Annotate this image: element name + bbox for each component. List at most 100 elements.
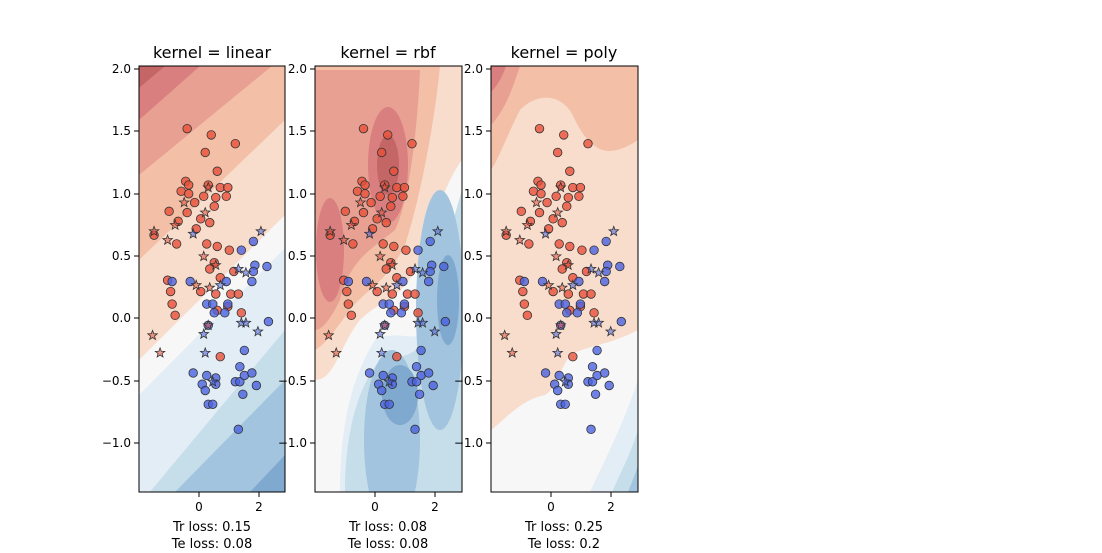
train-point-class-0 (534, 207, 545, 218)
test-point-class-0 (366, 279, 379, 291)
decision-surface-linear (139, 66, 285, 492)
test-point-class-1 (592, 316, 605, 328)
train-point-class-0 (565, 166, 575, 176)
train-point-class-1 (587, 362, 598, 372)
panel-title: kernel = rbf (340, 43, 436, 62)
test-point-class-1 (206, 375, 219, 387)
train-point-class-0 (182, 123, 192, 134)
axes-frame (314, 65, 463, 493)
train-point-class-0 (212, 241, 222, 252)
train-point-class-1 (560, 299, 570, 309)
train-point-class-1 (378, 370, 388, 381)
train-point-class-0 (167, 299, 177, 309)
train-point-class-0 (407, 138, 417, 149)
train-point-class-0 (199, 191, 209, 202)
x-axis-rbf: 0 2 (371, 492, 439, 514)
train-point-class-0 (536, 180, 546, 190)
train-point-class-0 (360, 189, 370, 199)
ytick-label: 0.0 (288, 311, 307, 325)
train-point-class-0 (183, 180, 194, 190)
test-point-class-0 (550, 250, 563, 262)
test-point-class-0 (203, 281, 216, 293)
test-loss-label: Te loss: 0.08 (347, 537, 428, 552)
train-point-class-0 (565, 241, 575, 252)
ytick-label: 1.5 (288, 124, 307, 138)
ytick-label: 0.0 (112, 311, 131, 325)
ytick-label: 1.0 (464, 187, 483, 201)
test-point-class-1 (539, 227, 552, 239)
train-point-class-0 (389, 166, 399, 176)
x-axis-linear: 0 2 (195, 492, 263, 514)
train-point-class-0 (360, 180, 370, 190)
ytick-label: 0.5 (288, 249, 307, 263)
test-point-class-0 (554, 319, 567, 331)
train-point-class-1 (384, 399, 394, 409)
train-point-class-0 (575, 182, 586, 193)
test-point-class-1 (431, 225, 444, 237)
train-point-class-0 (348, 239, 358, 249)
train-point-class-0 (366, 197, 376, 208)
train-point-class-1 (554, 370, 564, 381)
test-point-class-0 (554, 181, 567, 193)
train-point-class-0 (559, 130, 569, 140)
train-point-class-0 (574, 191, 584, 202)
test-point-class-0 (161, 234, 174, 246)
ytick-label: −1.0 (278, 436, 307, 450)
train-point-class-0 (551, 191, 561, 202)
train-point-class-0 (376, 147, 387, 158)
train-point-class-0 (386, 201, 396, 212)
train-point-class-0 (211, 289, 221, 299)
train-point-class-0 (389, 241, 399, 252)
train-point-class-0 (205, 217, 215, 228)
test-point-class-0 (199, 206, 212, 218)
train-point-class-1 (251, 380, 262, 391)
train-point-class-1 (223, 299, 233, 309)
train-point-class-1 (239, 345, 250, 356)
test-point-class-0 (375, 206, 388, 218)
ytick-label: 0.5 (464, 249, 483, 263)
points-layer-2 (498, 123, 627, 435)
test-point-class-1 (559, 375, 572, 387)
points-layer-0 (146, 123, 274, 435)
train-point-class-0 (378, 239, 388, 249)
train-point-class-1 (615, 261, 625, 272)
test-point-class-0 (322, 329, 335, 341)
train-point-class-0 (171, 239, 182, 249)
train-point-class-1 (411, 377, 422, 387)
train-point-class-0 (516, 206, 527, 217)
test-point-class-1 (252, 325, 264, 337)
test-point-class-0 (209, 259, 222, 271)
train-point-class-1 (414, 389, 425, 399)
ytick-label: 0.0 (464, 311, 483, 325)
train-point-class-1 (247, 276, 257, 287)
train-point-class-0 (375, 191, 385, 202)
test-point-class-0 (378, 319, 391, 331)
panel-poly: 2.0 1.5 1.0 0.5 0.0 −0.5 −1.0 0 2 kernel… (454, 43, 639, 552)
train-point-class-1 (235, 362, 245, 372)
train-point-class-1 (540, 368, 551, 378)
train-point-class-0 (221, 191, 231, 202)
train-point-class-0 (563, 289, 573, 299)
train-point-class-0 (182, 207, 192, 218)
ytick-label: −1.0 (454, 436, 483, 450)
train-point-class-1 (188, 368, 198, 378)
train-point-class-1 (428, 380, 438, 391)
x-axis-poly: 0 2 (547, 492, 615, 514)
train-point-class-1 (562, 308, 572, 318)
test-point-class-0 (337, 234, 350, 246)
train-point-class-1 (167, 276, 177, 287)
test-point-class-1 (604, 325, 617, 337)
train-point-class-0 (589, 308, 599, 318)
points-layer-1 (322, 123, 451, 435)
train-point-class-0 (557, 217, 567, 228)
train-point-class-0 (563, 192, 573, 203)
test-point-class-0 (190, 279, 203, 291)
train-point-class-0 (398, 191, 408, 202)
train-point-class-0 (358, 207, 369, 218)
train-point-class-1 (552, 385, 563, 396)
decision-surface-poly (491, 66, 638, 492)
test-point-class-0 (521, 218, 534, 231)
test-point-class-1 (197, 327, 210, 340)
train-point-class-0 (209, 201, 219, 212)
